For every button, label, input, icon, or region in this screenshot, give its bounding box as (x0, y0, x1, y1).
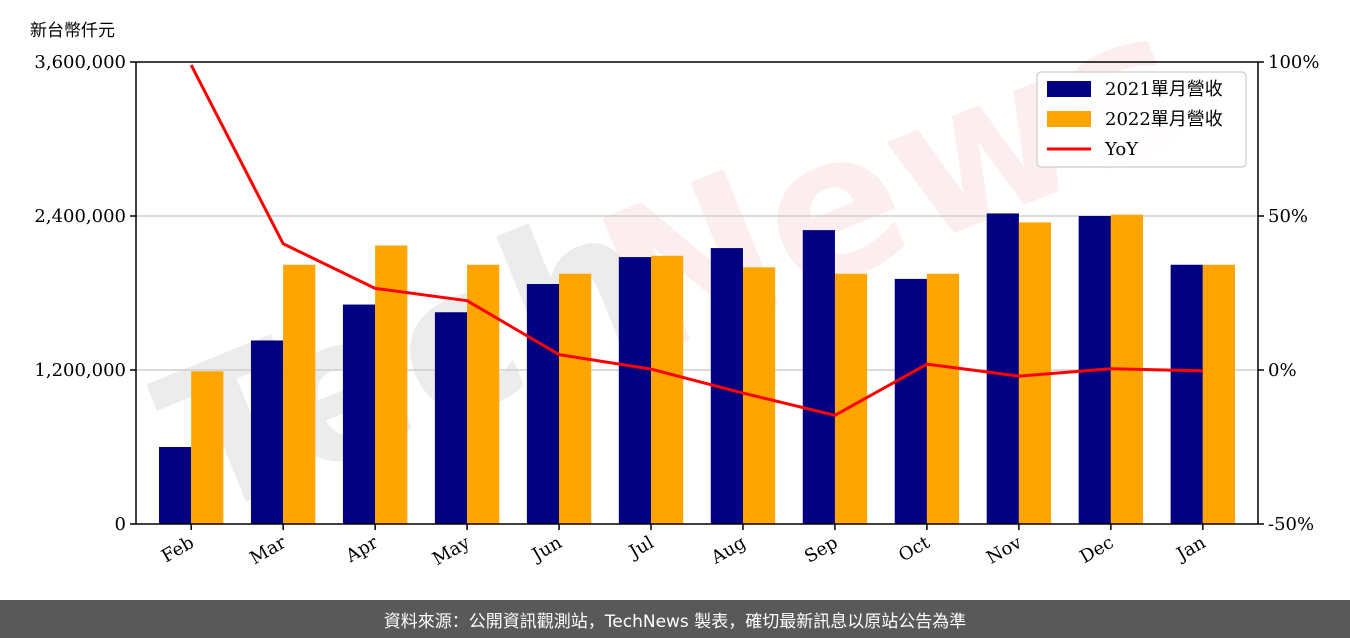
bar-2022-jun (559, 273, 592, 524)
footer-source-text: 資料來源：公開資訊觀測站，TechNews 製表，確切最新訊息以原站公告為準 (383, 611, 967, 632)
x-tick-label-dec: Dec (1076, 532, 1117, 568)
x-tick-label-jun: Jun (527, 532, 566, 567)
legend-item-2022-label: 2022單月營收 (1105, 109, 1223, 130)
bar-2021-jan (1170, 264, 1203, 524)
y-left-tick-label: 3,600,000 (34, 52, 126, 73)
legend-item-2022-swatch (1047, 111, 1091, 127)
revenue-chart: TechNews01,200,0002,400,0003,600,000-50%… (34, 0, 1319, 570)
bar-2022-jan (1202, 264, 1236, 524)
y-left-tick-label: 0 (115, 514, 126, 535)
x-tick-label-may: May (429, 532, 474, 570)
bar-2021-nov (986, 213, 1019, 524)
y-right-tick-label: 100% (1268, 52, 1319, 73)
x-tick-label-jan: Jan (1171, 532, 1209, 566)
legend-item-yoy-label: YoY (1104, 139, 1139, 160)
y-right-tick-label: 50% (1268, 206, 1308, 227)
bar-2021-oct (894, 278, 927, 524)
x-tick-label-oct: Oct (895, 532, 934, 567)
x-tick-label-apr: Apr (342, 532, 382, 567)
bar-2021-apr (342, 304, 376, 524)
bar-2022-may (467, 264, 500, 524)
x-tick-label-jul: Jul (624, 532, 658, 564)
bar-2022-jul (651, 255, 684, 525)
y-right-tick-label: 0% (1268, 360, 1297, 381)
bar-2021-jun (526, 284, 560, 524)
y-axis-unit-label: 新台幣仟元 (30, 21, 115, 41)
legend-item-2021-swatch (1047, 81, 1091, 97)
bar-2021-jul (618, 257, 652, 524)
legend-item-2021-label: 2021單月營收 (1105, 79, 1223, 100)
y-left-tick-label: 1,200,000 (34, 360, 126, 381)
bar-2021-mar (250, 340, 284, 524)
bar-2022-feb (191, 371, 224, 524)
y-left-tick-label: 2,400,000 (34, 206, 126, 227)
bar-2022-apr (375, 245, 408, 524)
bar-2021-feb (158, 447, 192, 524)
bar-2022-mar (283, 264, 316, 524)
bar-2022-oct (926, 273, 960, 524)
x-tick-label-aug: Aug (707, 532, 750, 569)
x-tick-label-feb: Feb (158, 532, 198, 567)
x-tick-label-nov: Nov (983, 532, 1026, 569)
yoy-line (189, 64, 1203, 417)
footer-source-bar: 資料來源：公開資訊觀測站，TechNews 製表，確切最新訊息以原站公告為準 (0, 600, 1350, 638)
x-tick-label-sep: Sep (801, 532, 841, 567)
bar-2021-may (434, 312, 468, 524)
bar-2021-sep (802, 230, 835, 524)
y-right-tick-label: -50% (1268, 514, 1314, 535)
